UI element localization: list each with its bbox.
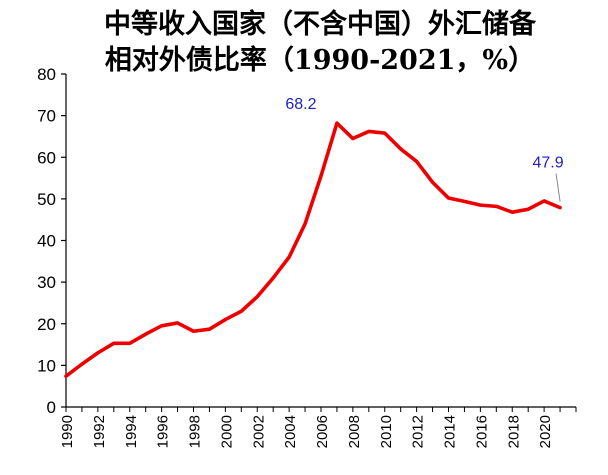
data-point [160,325,163,327]
y-tick-label: 40 [37,232,56,251]
data-point [383,132,386,134]
data-point [192,330,195,333]
y-tick-label: 10 [37,356,56,375]
data-point [65,375,67,377]
data-label: 68.2 [285,96,316,113]
data-point [415,160,418,163]
data-point [256,295,259,298]
data-point [240,310,243,313]
series-layer [64,121,562,378]
data-point [368,130,370,133]
x-tick-label: 1998 [187,415,204,448]
data-point [224,318,227,321]
y-tick-label: 30 [37,273,56,292]
data-point [399,148,402,150]
x-axis-ticks: 1990 1992 1994 1996 1998 2000 2002 2004 2006 2008… [59,407,577,448]
x-tick-label: 2004 [282,415,299,448]
data-point [320,175,322,177]
data-point [97,352,99,354]
data-point [352,137,354,140]
annotation-leader [555,173,561,202]
x-tick-label: 2012 [410,415,427,448]
data-point [176,322,179,324]
x-tick-label: 2006 [314,415,331,448]
data-point [543,200,545,202]
x-tick-label: 1992 [91,415,108,448]
y-axis-ticks: 0 10 20 30 40 50 60 70 80 [37,65,66,417]
data-point [447,197,450,199]
y-tick-label: 50 [37,190,56,209]
data-point [479,204,482,206]
data-point [559,206,561,209]
x-tick-label: 2000 [218,415,235,448]
annotation-layer: 68.2 47.9 [285,96,564,202]
x-tick-label: 2002 [250,415,267,448]
data-point [208,328,211,330]
data-point [304,223,306,225]
x-tick-label: 1994 [123,415,140,448]
data-point [81,363,83,365]
x-tick-label: 2008 [346,415,363,448]
x-tick-label: 2016 [473,415,490,448]
data-point [463,200,466,203]
x-tick-label: 2010 [378,415,395,448]
y-tick-label: 80 [37,65,56,84]
chart-title-line2: 相对外债比率（1990-2021，%） [104,45,536,76]
chart-title-line1: 中等收入国家（不含中国）外汇储备 [104,9,536,40]
x-tick-label: 1996 [155,415,172,448]
chart-axes [65,74,576,408]
y-tick-label: 60 [37,148,56,167]
data-point [495,205,498,208]
series-line-0 [64,121,562,378]
data-point [128,342,131,345]
x-tick-label: 2020 [537,415,554,448]
y-tick-label: 70 [37,107,56,126]
data-point [272,277,274,279]
data-point [288,256,290,258]
y-tick-label: 0 [47,398,56,417]
y-tick-label: 20 [37,315,56,334]
data-label: 47.9 [532,155,563,172]
data-point [144,333,147,335]
data-point [431,181,434,184]
x-tick-label: 2018 [505,415,522,448]
x-tick-label: 1990 [59,415,76,448]
data-point [511,211,514,213]
data-point [113,342,115,345]
data-point [527,208,529,211]
x-tick-label: 2014 [442,415,459,448]
data-point [336,122,338,124]
